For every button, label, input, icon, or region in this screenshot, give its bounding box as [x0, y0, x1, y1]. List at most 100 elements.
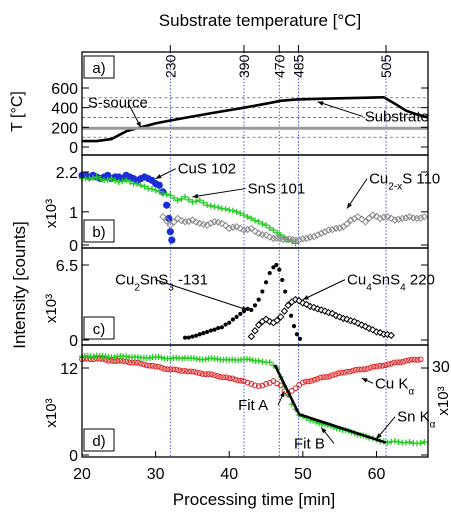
data-point — [274, 262, 279, 268]
data-point — [343, 220, 351, 228]
data-point — [305, 378, 312, 385]
annotation-label: Cu2-xS 110 — [369, 171, 440, 193]
y-axis-tick-label: 0 — [69, 140, 78, 157]
data-point — [335, 224, 344, 232]
annotation: Cu Kα — [361, 375, 414, 397]
panel-d: 0 12 x10³ d) 30 x10³ Cu Kα Fit A Fit B Sn Kα — [43, 344, 451, 465]
data-point — [211, 372, 218, 379]
annotation: Fit B — [294, 427, 335, 452]
data-point — [266, 359, 273, 366]
data-point — [262, 231, 270, 239]
data-point — [379, 362, 386, 369]
data-point — [273, 316, 281, 325]
data-point — [119, 178, 126, 185]
data-point — [413, 214, 421, 223]
data-point — [398, 214, 406, 223]
annotation: Cu2SnS3 -131 — [115, 272, 248, 311]
data-point — [254, 321, 263, 329]
data-point — [266, 224, 273, 231]
annotation-arrowhead — [347, 202, 353, 209]
data-point — [302, 378, 309, 385]
annotation-arrow — [192, 188, 246, 198]
data-point — [328, 309, 337, 318]
data-point — [249, 357, 256, 364]
data-point — [146, 354, 153, 361]
data-point — [162, 217, 171, 225]
data-point — [193, 198, 200, 205]
data-point — [163, 201, 171, 209]
data-point — [402, 214, 410, 222]
data-point — [222, 205, 229, 212]
data-point — [220, 374, 227, 381]
data-point — [306, 233, 314, 241]
data-point — [233, 208, 240, 215]
data-point — [251, 227, 259, 235]
annotation-arrowhead — [192, 193, 199, 199]
data-point — [244, 213, 251, 220]
data-point — [212, 327, 217, 332]
panel-a: 0 200 400 600 T [°C] a) S-source Substrate — [9, 51, 429, 157]
annotation-arrow — [317, 101, 363, 117]
panel-label-text: d) — [92, 433, 105, 450]
data-point — [167, 366, 174, 373]
data-point — [395, 438, 402, 445]
data-point — [143, 362, 150, 369]
data-point — [406, 438, 413, 445]
data-point — [382, 362, 389, 369]
data-point — [236, 224, 244, 232]
x-axis-tick-label: 60 — [368, 466, 386, 483]
data-point — [200, 199, 207, 206]
data-point — [254, 229, 263, 238]
annotation: Substrate — [317, 101, 429, 125]
data-point — [247, 332, 256, 341]
annotation: S-source — [88, 95, 148, 128]
data-point — [173, 214, 182, 223]
annotation: CuS 102 — [155, 161, 236, 180]
data-point — [385, 361, 392, 368]
data-point — [405, 213, 414, 221]
data-point — [182, 193, 189, 200]
data-point — [335, 313, 344, 321]
data-point — [158, 364, 165, 371]
data-point — [227, 320, 232, 325]
data-point — [420, 213, 429, 221]
annotation-arrowhead — [136, 121, 141, 128]
data-point — [367, 364, 374, 371]
top-axis-tick-label: 470 — [271, 54, 287, 78]
data-point — [155, 181, 163, 189]
data-point — [219, 325, 224, 330]
data-point — [405, 357, 412, 364]
data-point — [171, 194, 178, 201]
series-fit-b — [298, 413, 387, 444]
data-point — [123, 353, 130, 360]
annotation-arrow — [154, 279, 248, 311]
data-point — [314, 375, 321, 382]
data-point — [417, 440, 424, 447]
data-point — [358, 215, 366, 223]
data-point — [411, 356, 418, 363]
data-point — [229, 207, 236, 214]
data-point — [104, 176, 111, 183]
data-point — [232, 376, 239, 383]
data-point — [229, 223, 237, 231]
data-point — [364, 365, 371, 372]
annotation-label: CuS 102 — [178, 161, 236, 178]
data-point — [166, 228, 174, 236]
data-point — [166, 221, 175, 229]
annotation-label: Substrate — [365, 108, 429, 125]
y-axis-tick-label: 2.2 — [56, 165, 78, 182]
data-point — [190, 334, 195, 339]
data-point — [208, 371, 215, 378]
y-axis-tick-label: 600 — [51, 81, 78, 98]
top-axis-tick-label: 230 — [162, 54, 178, 78]
panel-label: d) — [83, 428, 115, 452]
data-point — [216, 325, 221, 331]
data-point — [335, 370, 342, 377]
data-point — [226, 375, 233, 382]
annotation-arrowhead — [321, 427, 327, 434]
data-point — [361, 322, 370, 331]
annotation: Cu2-xS 110 — [346, 171, 440, 209]
panel-label: c) — [83, 316, 115, 340]
data-point — [310, 303, 318, 312]
